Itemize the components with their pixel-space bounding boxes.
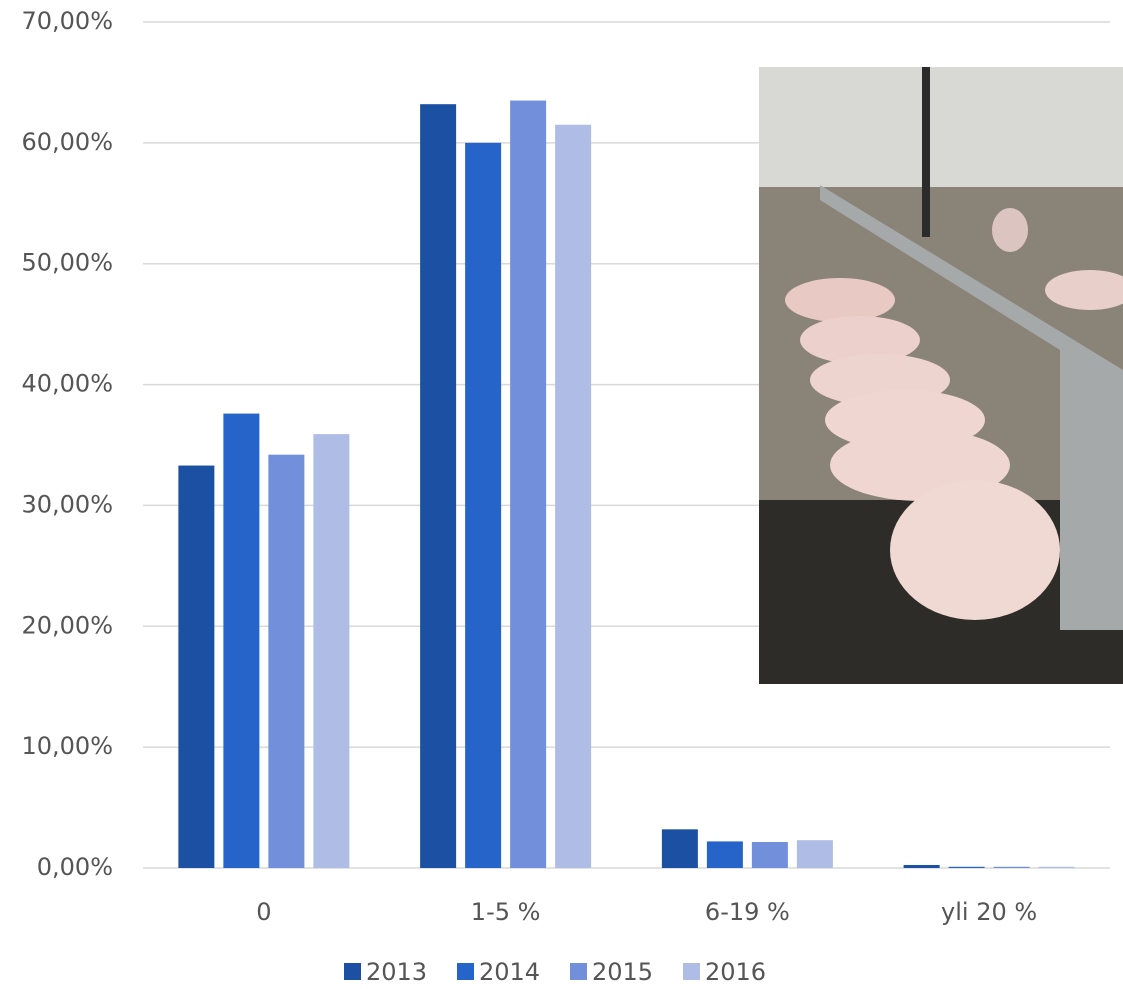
bar	[751, 842, 788, 868]
y-tick-label: 60,00%	[21, 128, 113, 156]
y-tick-label: 50,00%	[21, 249, 113, 277]
photo-pig	[785, 278, 895, 322]
bar	[796, 840, 833, 868]
photo-pipe	[922, 67, 930, 237]
bar	[993, 866, 1030, 868]
legend-swatch	[683, 963, 700, 980]
bar	[268, 454, 305, 868]
bar	[223, 413, 260, 868]
bar	[555, 124, 592, 868]
bar	[903, 864, 940, 868]
photo-pig	[890, 480, 1060, 620]
legend-swatch	[457, 963, 474, 980]
legend-swatch	[344, 963, 361, 980]
x-tick-label: yli 20 %	[941, 898, 1037, 926]
bar	[661, 829, 698, 868]
photo-pig	[1045, 270, 1123, 310]
bar	[313, 434, 350, 868]
legend-label: 2013	[366, 958, 427, 986]
x-tick-label: 6-19 %	[705, 898, 790, 926]
y-tick-label: 30,00%	[21, 490, 113, 518]
plot-area: 0,00% 10,00% 20,00% 30,00% 40,00% 50,00% 60,00…	[21, 7, 1110, 986]
y-tick-label: 40,00%	[21, 370, 113, 398]
legend-swatch	[570, 963, 587, 980]
x-tick-label: 1-5 %	[471, 898, 541, 926]
legend-label: 2014	[479, 958, 540, 986]
photo-pig	[992, 208, 1028, 252]
bar	[465, 142, 502, 868]
bar	[948, 866, 985, 868]
photo-wall	[759, 67, 1123, 187]
y-tick-label: 10,00%	[21, 732, 113, 760]
legend-label: 2015	[592, 958, 653, 986]
x-tick-label: 0	[256, 898, 271, 926]
photo	[759, 67, 1123, 684]
photo-pig	[800, 316, 920, 364]
y-tick-label: 0,00%	[37, 853, 113, 881]
bar	[178, 465, 215, 868]
legend-label: 2016	[705, 958, 766, 986]
bar	[420, 104, 457, 868]
bar	[1038, 866, 1075, 868]
y-tick-label: 20,00%	[21, 611, 113, 639]
y-tick-label: 70,00%	[21, 7, 113, 35]
bar	[706, 841, 743, 868]
bar	[510, 100, 547, 869]
photo-trough	[820, 185, 1123, 630]
